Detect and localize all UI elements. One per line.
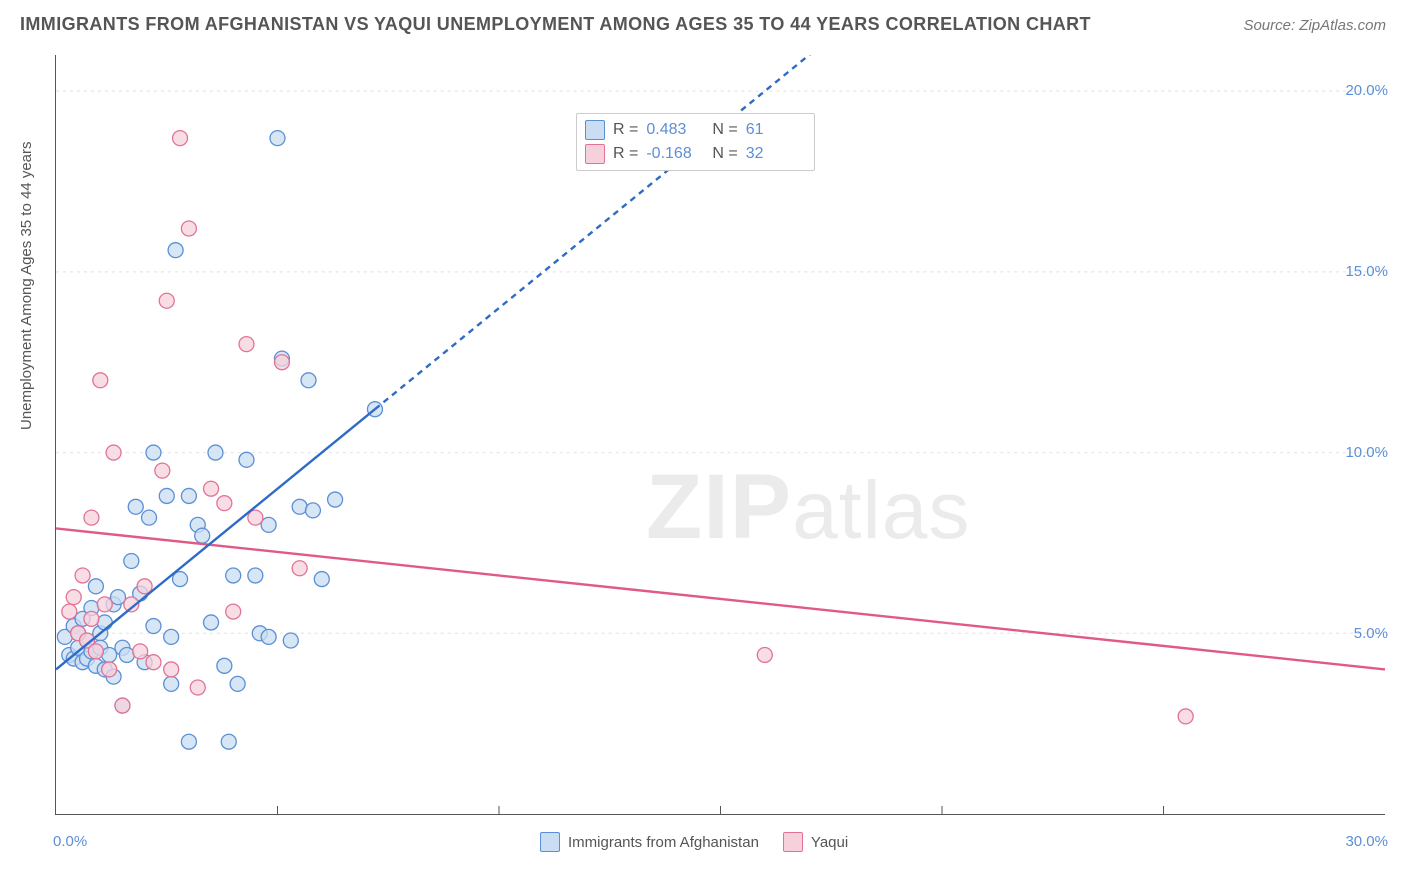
legend-item-pink: Yaqui: [783, 832, 848, 852]
y-tick-label: 10.0%: [1345, 444, 1388, 461]
stats-row-pink: R = -0.168 N = 32: [585, 142, 804, 166]
x-axis-legend: Immigrants from Afghanistan Yaqui: [540, 832, 848, 852]
stat-n-label: N =: [712, 118, 737, 142]
stats-row-blue: R = 0.483 N = 61: [585, 118, 804, 142]
legend-label-pink: Yaqui: [811, 834, 848, 851]
y-tick-label: 20.0%: [1345, 82, 1388, 99]
legend-item-blue: Immigrants from Afghanistan: [540, 832, 759, 852]
legend-label-blue: Immigrants from Afghanistan: [568, 834, 759, 851]
chart-title: IMMIGRANTS FROM AFGHANISTAN VS YAQUI UNE…: [20, 14, 1091, 35]
stat-r-label: R =: [613, 118, 638, 142]
y-tick-label: 5.0%: [1354, 625, 1388, 642]
stat-r-label: R =: [613, 142, 638, 166]
legend-swatch-blue-icon: [585, 120, 605, 140]
y-tick-label: 15.0%: [1345, 263, 1388, 280]
stat-r-value-pink: -0.168: [646, 142, 704, 166]
legend-swatch-pink-icon: [783, 832, 803, 852]
stat-r-value-blue: 0.483: [646, 118, 704, 142]
x-tick-label: 30.0%: [1345, 833, 1388, 850]
y-axis-label: Unemployment Among Ages 35 to 44 years: [18, 141, 35, 430]
correlation-stats-legend: R = 0.483 N = 61 R = -0.168 N = 32: [576, 113, 815, 171]
scatter-plot: R = 0.483 N = 61 R = -0.168 N = 32 ZIPat…: [55, 55, 1385, 815]
source-attribution: Source: ZipAtlas.com: [1243, 17, 1386, 34]
x-tick-label: 0.0%: [53, 833, 87, 850]
stat-n-value-pink: 32: [746, 142, 804, 166]
legend-swatch-blue-icon: [540, 832, 560, 852]
stat-n-label: N =: [712, 142, 737, 166]
legend-swatch-pink-icon: [585, 144, 605, 164]
stat-n-value-blue: 61: [746, 118, 804, 142]
